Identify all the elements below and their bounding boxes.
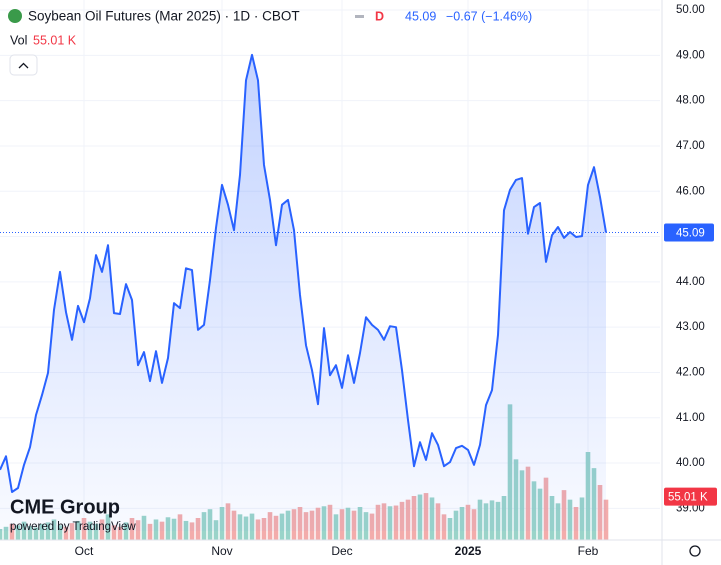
y-tick-label: 44.00 <box>676 276 705 288</box>
volume-bar <box>39 523 45 540</box>
y-tick-label: 49.00 <box>676 49 705 61</box>
x-tick-label: Feb <box>578 544 599 558</box>
volume-bar <box>69 523 75 540</box>
x-tick-label: 2025 <box>455 544 482 558</box>
legend-title: Soybean Oil Futures (Mar 2025) · 1D · CB… <box>28 9 300 24</box>
x-axis-bg <box>0 540 721 565</box>
volume-bar <box>33 527 39 540</box>
price-area <box>0 54 606 532</box>
legend-price: 45.09 <box>405 9 436 23</box>
last-volume-label: 55.01 K <box>668 492 708 504</box>
volume-bar <box>45 522 51 540</box>
y-tick-label: 42.00 <box>676 366 705 378</box>
y-tick-label: 40.00 <box>676 457 705 469</box>
volume-bar <box>117 526 123 540</box>
symbol-icon <box>8 9 22 23</box>
price-line <box>0 53 607 493</box>
volume-bar <box>15 525 21 540</box>
volume-bar <box>123 522 129 540</box>
legend-badge: D <box>375 9 384 23</box>
last-price-label: 45.09 <box>676 228 705 240</box>
volume-bar <box>147 523 153 540</box>
volume-bar <box>189 522 195 540</box>
legend-change: −0.67 (−1.46%) <box>446 9 532 23</box>
volume-bar <box>9 523 15 540</box>
volume-bar <box>27 526 33 540</box>
volume-bar <box>93 523 99 540</box>
legend-vol: Vol <box>10 33 27 47</box>
volume-bar <box>0 529 3 540</box>
y-tick-label: 48.00 <box>676 95 705 107</box>
plot <box>0 0 660 540</box>
logo: CME Group <box>10 496 120 518</box>
y-tick-label: 46.00 <box>676 185 705 197</box>
legend-dash <box>355 15 364 18</box>
volume-bar <box>63 526 69 540</box>
x-tick-label: Dec <box>331 544 352 558</box>
legend-vol-value: 55.01 K <box>33 33 77 47</box>
y-tick-label: 50.00 <box>676 4 705 16</box>
powered-by: powered by TradingView <box>10 521 136 533</box>
volume-bar <box>57 525 63 540</box>
x-tick-label: Oct <box>75 544 94 558</box>
x-tick-label: Nov <box>211 544 232 558</box>
volume-bar <box>3 526 9 540</box>
last-price-box <box>664 223 714 242</box>
collapse-icon <box>18 62 29 69</box>
y-tick-label: 43.00 <box>676 321 705 333</box>
settings-icon[interactable] <box>689 545 701 557</box>
y-tick-label: 41.00 <box>676 412 705 424</box>
last-volume-box <box>664 487 717 506</box>
volume-bar <box>111 525 117 540</box>
collapse-button[interactable] <box>9 54 38 76</box>
y-tick-label: 47.00 <box>676 140 705 152</box>
